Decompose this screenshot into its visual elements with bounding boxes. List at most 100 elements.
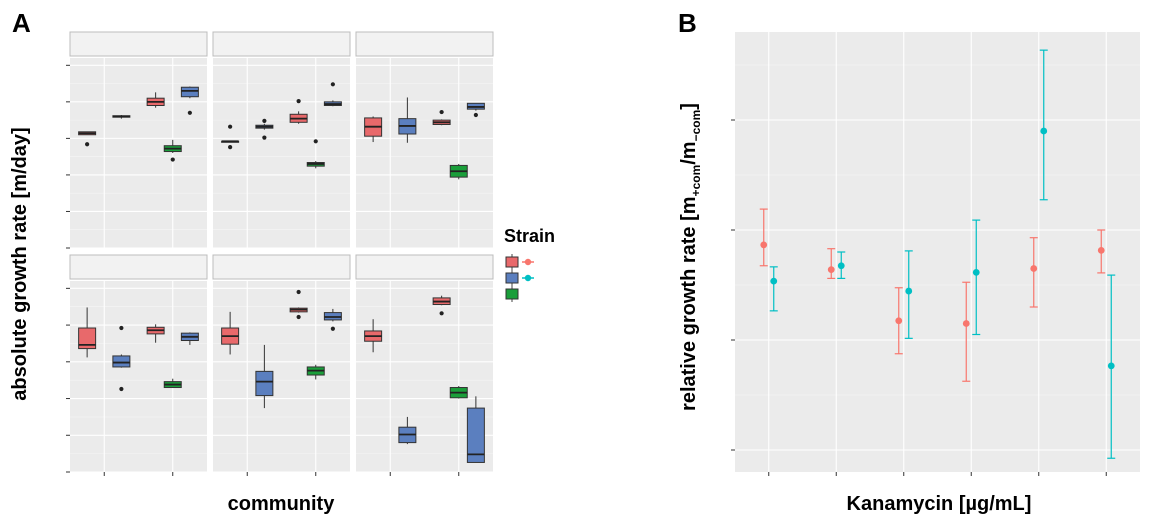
facet-strip (212, 254, 351, 280)
box-present-resistant (289, 99, 308, 124)
data-point (827, 266, 835, 273)
outlier-point (187, 110, 192, 115)
box-absent-susceptible (112, 325, 131, 392)
outlier-point (439, 311, 444, 316)
panel-b-y-title-main: relative growth rate [m (678, 196, 700, 411)
panel-a-letter: A (12, 8, 31, 38)
box-body (255, 370, 274, 397)
box-present-susceptible (466, 396, 485, 463)
box-present-community (449, 163, 468, 180)
legend-key-box (505, 272, 519, 284)
data-point (1107, 362, 1115, 370)
data-point (1030, 265, 1038, 272)
outlier-point (473, 112, 478, 118)
facet-panel (70, 281, 207, 472)
data-point (1040, 127, 1048, 135)
legend-key-point (524, 274, 532, 282)
panel-a-y-axis-title: absolute growth rate [m/day] (9, 127, 31, 400)
outlier-point (85, 142, 90, 147)
facet-strip (212, 31, 351, 57)
box-absent-susceptible (398, 97, 417, 143)
data-point (837, 262, 845, 270)
box-present-susceptible (323, 82, 342, 107)
box-body (78, 327, 97, 350)
box-absent-resistant (78, 131, 97, 147)
box-body (112, 355, 131, 368)
box-present-resistant (432, 295, 451, 316)
outlier-point (262, 135, 267, 140)
data-point (1097, 246, 1105, 254)
box-present-resistant (289, 289, 308, 320)
panel-b-y-title-end: ] (678, 103, 700, 110)
facet-0.2 (355, 31, 494, 249)
errorbar-susceptible-0.2 (904, 250, 913, 339)
outlier-point (439, 109, 444, 115)
series-susceptible (769, 49, 1116, 459)
outlier-point (296, 289, 301, 295)
outlier-point (170, 157, 175, 162)
facet-strip (69, 254, 208, 280)
outlier-point (330, 326, 335, 331)
errorbar-resistant-2 (962, 281, 971, 382)
errorbar-susceptible-2 (972, 219, 981, 336)
data-point (905, 287, 913, 295)
panel-b-y-axis-title: relative growth rate [m+com/m−com] (678, 103, 703, 411)
box-present-community (306, 364, 325, 380)
outlier-point (296, 314, 301, 320)
outlier-point (296, 99, 301, 104)
legend: Strain (504, 226, 555, 302)
box-present-susceptible (180, 332, 199, 345)
box-present-community (163, 378, 182, 389)
errorbar-resistant-0.2 (894, 287, 903, 355)
panel-b-letter: B (678, 8, 697, 38)
data-point (760, 241, 768, 249)
errorbar-susceptible-0.02 (837, 251, 846, 279)
outlier-point (119, 325, 124, 331)
legend-key-box (505, 288, 519, 300)
box-absent-susceptible (255, 344, 274, 409)
errorbar-resistant-200 (1097, 229, 1106, 274)
legend-item-resistant (505, 254, 534, 270)
series-resistant (759, 208, 1106, 382)
facet-0.02 (212, 31, 351, 249)
facet-strip (355, 31, 494, 57)
box-absent-susceptible (255, 118, 274, 140)
panel-a-x-axis-title: community (228, 493, 336, 515)
errorbar-resistant-0 (759, 208, 768, 267)
box-absent-susceptible (398, 416, 417, 445)
box-absent-resistant (364, 116, 383, 143)
panel-b-y-title-sub1: +com (689, 165, 703, 197)
panel-b-x-axis-title: Kanamycin [µg/mL] (847, 493, 1032, 515)
panel-b-chart (731, 32, 1140, 476)
errorbar-resistant-0.02 (827, 248, 836, 279)
errorbar-susceptible-20 (1039, 49, 1048, 201)
legend-key-box (505, 256, 519, 268)
box-absent-resistant (364, 319, 383, 353)
outlier-point (262, 118, 267, 123)
box-present-resistant (146, 324, 165, 343)
outlier-point (330, 82, 335, 87)
facet-20 (212, 254, 351, 473)
facet-strip (69, 31, 208, 57)
legend-key-point (524, 258, 532, 266)
box-present-susceptible (180, 86, 199, 115)
legend-item-community (505, 286, 519, 302)
legend-title: Strain (504, 226, 555, 246)
box-present-community (449, 386, 468, 399)
facet-panel (70, 58, 207, 248)
facet-panel (213, 58, 350, 248)
box-absent-resistant (78, 307, 97, 358)
data-point (972, 268, 980, 276)
errorbar-susceptible-0 (769, 266, 778, 312)
box-present-community (163, 139, 182, 162)
panel-b-y-title-sub2: −com (689, 110, 703, 142)
box-body (180, 86, 199, 98)
data-point (962, 320, 970, 327)
box-present-susceptible (323, 308, 342, 331)
outlier-point (228, 124, 233, 129)
box-present-resistant (146, 92, 165, 108)
outlier-point (119, 386, 124, 392)
facet-2 (69, 254, 208, 473)
box-present-susceptible (466, 102, 485, 118)
